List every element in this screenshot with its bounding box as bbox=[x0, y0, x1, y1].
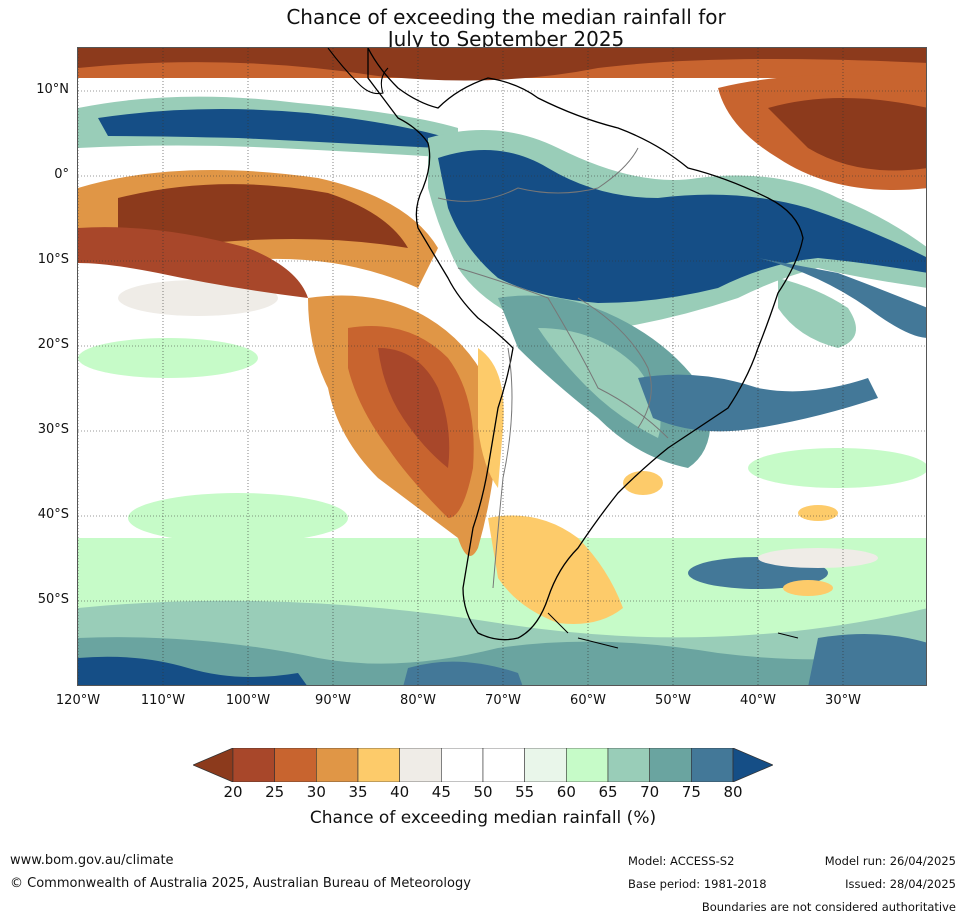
colorbar-tick-label: 40 bbox=[390, 783, 410, 801]
lon-label: 60°W bbox=[570, 693, 606, 708]
colorbar-bin bbox=[482, 748, 525, 782]
lon-label: 90°W bbox=[315, 693, 351, 708]
footer-copyright: © Commonwealth of Australia 2025, Austra… bbox=[10, 876, 471, 891]
colorbar-bin bbox=[566, 748, 609, 782]
colorbar-bin bbox=[607, 748, 650, 782]
colorbar-tick-label: 50 bbox=[473, 783, 493, 801]
colorbar-tick-label: 25 bbox=[265, 783, 285, 801]
lon-label: 120°W bbox=[55, 693, 101, 708]
colorbar-bin bbox=[399, 748, 442, 782]
colorbar-extend-high bbox=[732, 748, 773, 782]
graticule bbox=[78, 48, 926, 685]
colorbar-tick-label: 20 bbox=[223, 783, 243, 801]
colorbar bbox=[193, 748, 773, 782]
colorbar-bin bbox=[649, 748, 692, 782]
lon-label: 110°W bbox=[140, 693, 186, 708]
lon-label: 100°W bbox=[225, 693, 271, 708]
colorbar-tick-label: 60 bbox=[556, 783, 576, 801]
footer-issued: Issued: 28/04/2025 bbox=[845, 877, 956, 891]
colorbar-bin bbox=[691, 748, 734, 782]
map-title-line1: Chance of exceeding the median rainfall … bbox=[286, 5, 726, 29]
lon-label: 80°W bbox=[400, 693, 436, 708]
colorbar-tick-label: 70 bbox=[640, 783, 660, 801]
colorbar-tick-label: 65 bbox=[598, 783, 618, 801]
lat-label: 30°S bbox=[37, 422, 69, 437]
rainfall-map bbox=[77, 47, 927, 686]
coastline-islands bbox=[547, 612, 799, 649]
colorbar-extend-low bbox=[193, 748, 234, 782]
colorbar-tick-label: 30 bbox=[306, 783, 326, 801]
lat-label: 10°N bbox=[36, 82, 69, 97]
footer-url[interactable]: www.bom.gov.au/climate bbox=[10, 853, 174, 868]
colorbar-tick-label: 45 bbox=[431, 783, 451, 801]
lon-label: 50°W bbox=[655, 693, 691, 708]
lon-label: 70°W bbox=[485, 693, 521, 708]
lat-label: 0° bbox=[54, 167, 69, 182]
colorbar-tick-label: 80 bbox=[723, 783, 743, 801]
colorbar-tick-label: 35 bbox=[348, 783, 368, 801]
colorbar-tick-label: 55 bbox=[515, 783, 535, 801]
lat-label: 10°S bbox=[37, 252, 69, 267]
colorbar-bin bbox=[274, 748, 317, 782]
lat-label: 50°S bbox=[37, 592, 69, 607]
footer-model: Model: ACCESS-S2 bbox=[628, 854, 735, 868]
lat-label: 20°S bbox=[37, 337, 69, 352]
colorbar-label: Chance of exceeding median rainfall (%) bbox=[309, 808, 657, 828]
colorbar-tick-label: 75 bbox=[681, 783, 701, 801]
footer-model-run: Model run: 26/04/2025 bbox=[824, 854, 956, 868]
colorbar-bin bbox=[316, 748, 359, 782]
colorbar-bin bbox=[441, 748, 484, 782]
colorbar-bin bbox=[232, 748, 275, 782]
footer-base-period: Base period: 1981-2018 bbox=[628, 877, 767, 891]
lon-label: 40°W bbox=[740, 693, 776, 708]
rainfall-probability-field bbox=[78, 48, 926, 685]
lat-label: 40°S bbox=[37, 507, 69, 522]
lon-label: 30°W bbox=[825, 693, 861, 708]
map-title-line2: July to September 2025 bbox=[387, 27, 625, 51]
country-borders bbox=[437, 147, 669, 589]
footer-disclaimer: Boundaries are not considered authoritat… bbox=[701, 900, 956, 914]
colorbar-bin bbox=[524, 748, 567, 782]
coastline-south-america bbox=[367, 48, 804, 641]
coastline-central-america bbox=[327, 48, 389, 95]
colorbar-bin bbox=[357, 748, 400, 782]
